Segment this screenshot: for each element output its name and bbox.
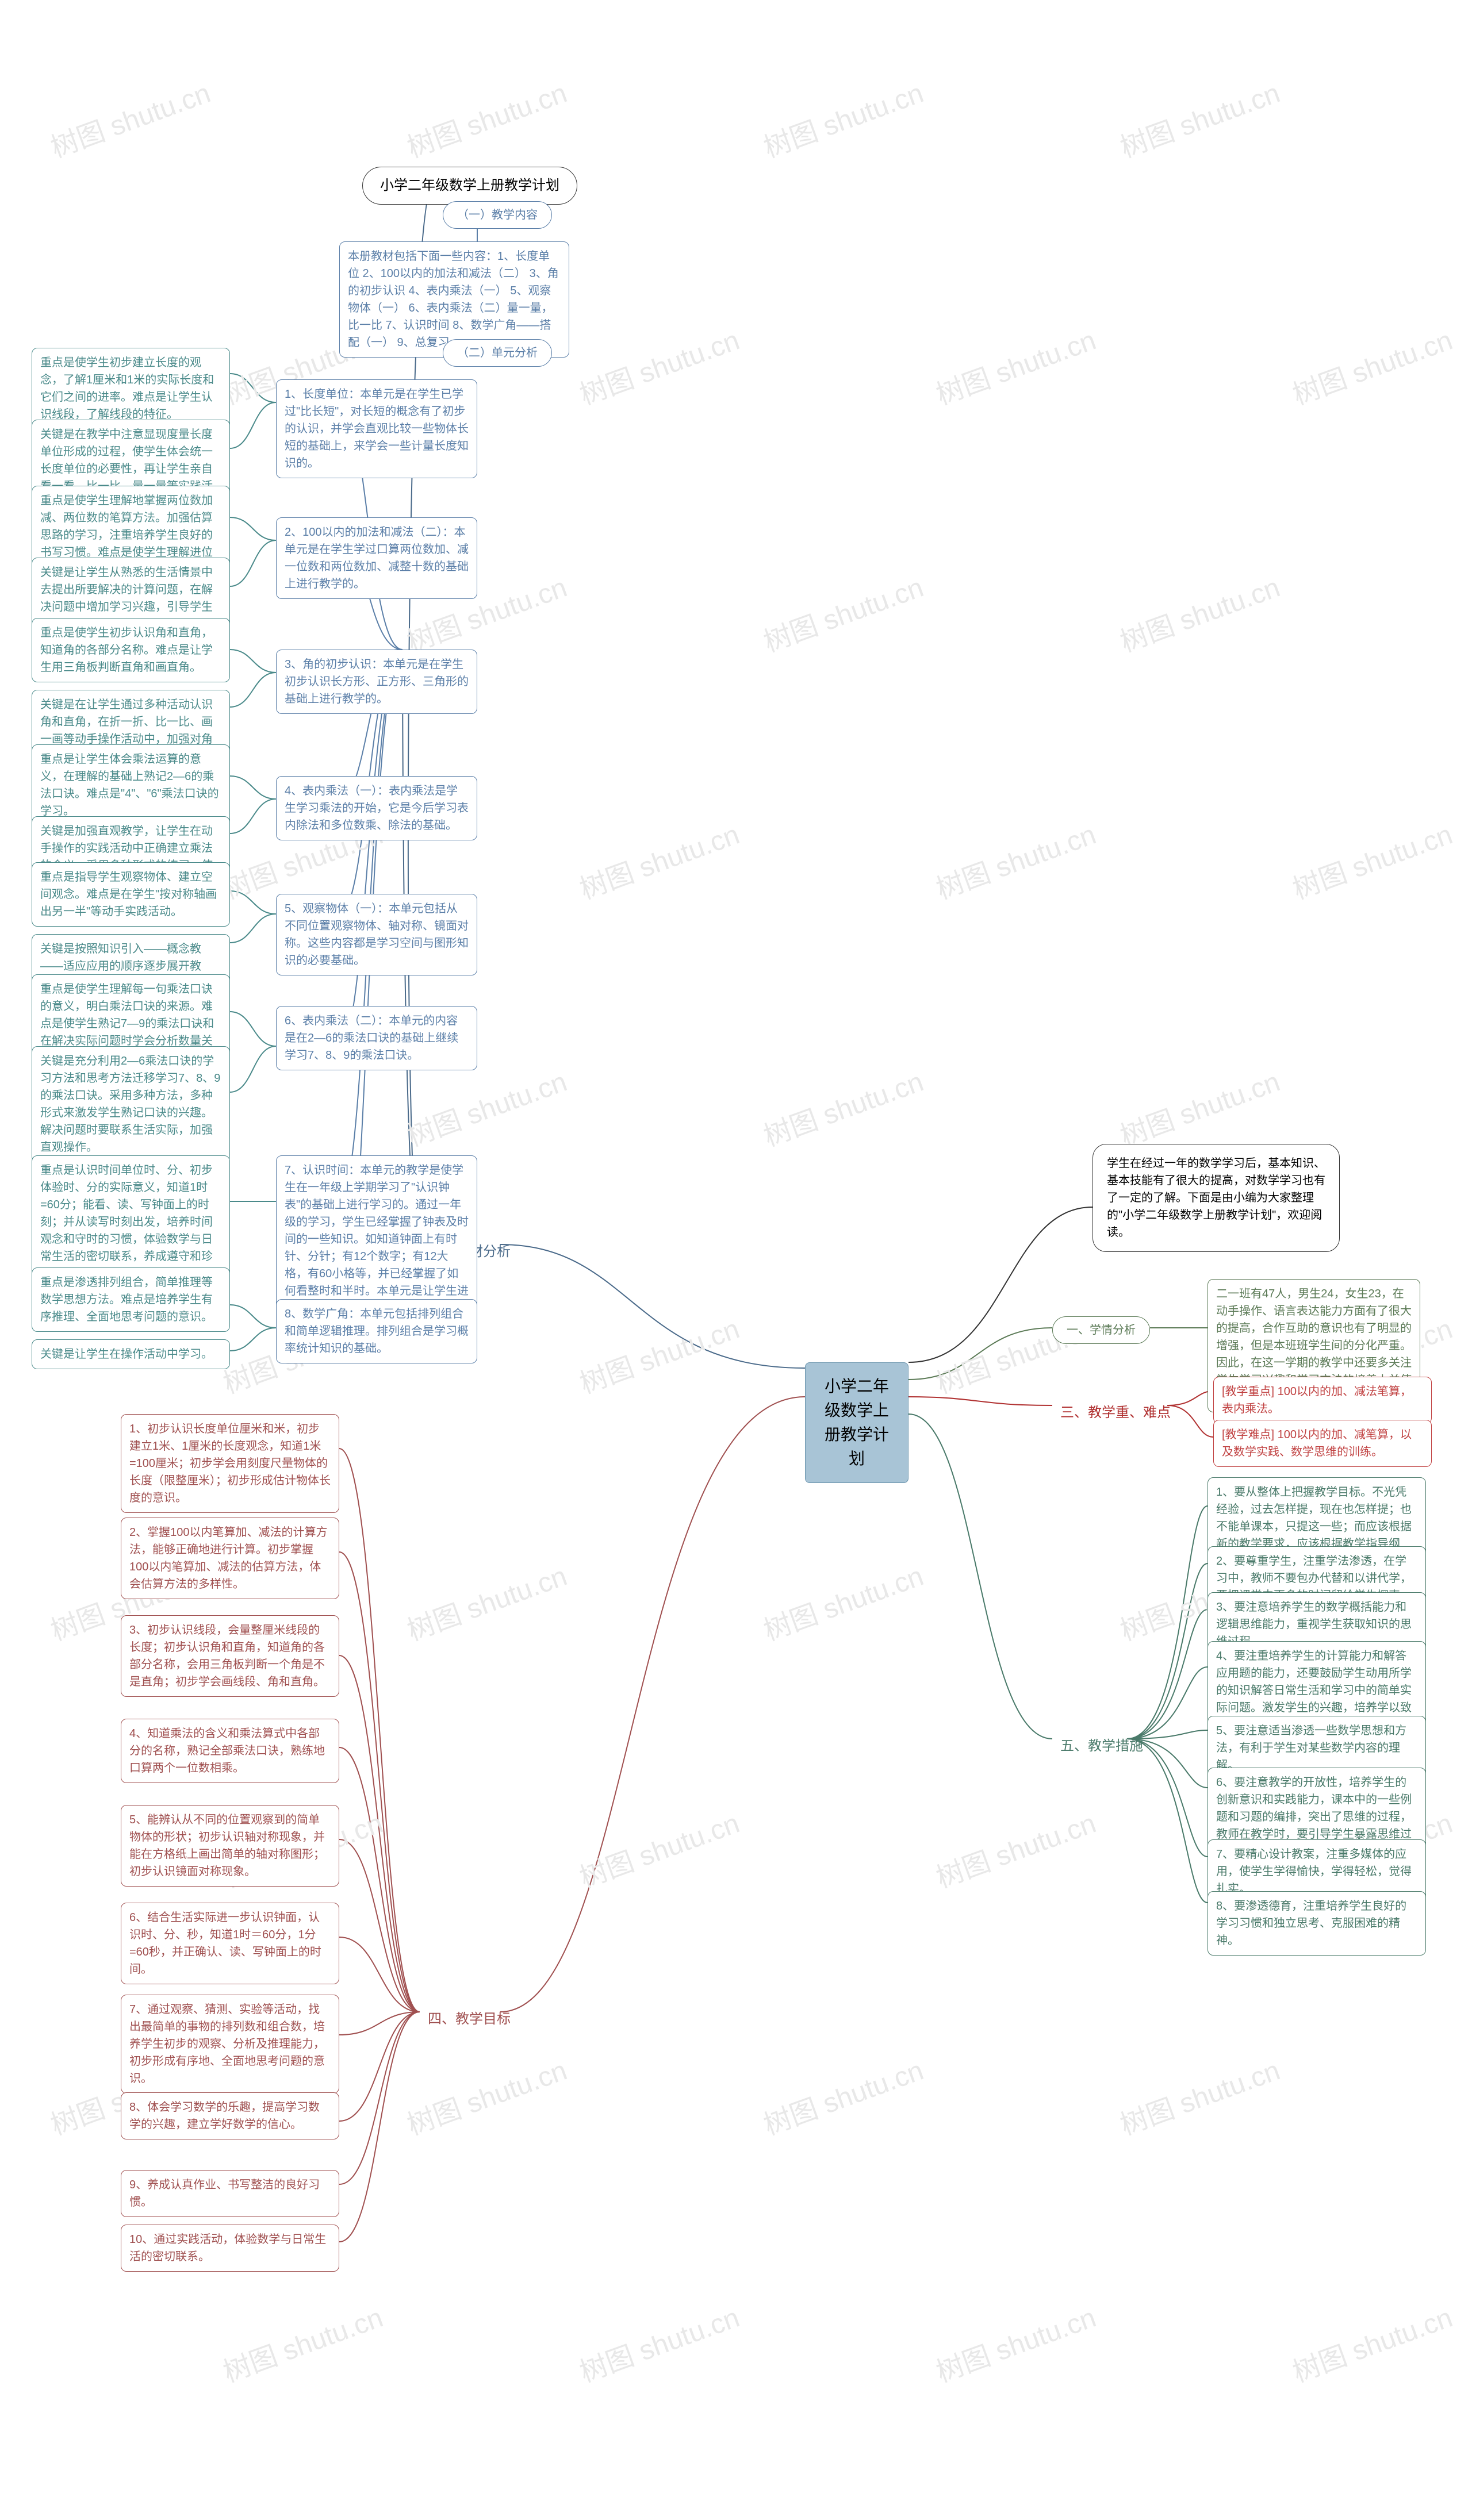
section3-a: [教学重点] 100以内的加、减法笔算，表内乘法。 xyxy=(1213,1377,1432,1424)
unit-8-title: 8、数学广角：本单元包括排列组合和简单逻辑推理。排列组合是学习概率统计知识的基础… xyxy=(276,1299,477,1363)
section3-b: [教学难点] 100以内的加、减笔算，以及数学实践、数学思维的训练。 xyxy=(1213,1420,1432,1467)
unit-8-detail-b: 关键是让学生在操作活动中学习。 xyxy=(32,1339,230,1369)
sec2-s2-label: （二）单元分析 xyxy=(443,339,552,367)
sec4-item-4: 4、知道乘法的含义和乘法算式中各部分的名称，熟记全部乘法口诀，熟练地口算两个一位… xyxy=(121,1719,339,1783)
unit-4-title: 4、表内乘法（一）：表内乘法是学生学习乘法的开始，它是今后学习表内除法和多位数乘… xyxy=(276,776,477,840)
sec4-item-10: 10、通过实践活动，体验数学与日常生活的密切联系。 xyxy=(121,2225,339,2272)
mindmap-container: 小学二年级数学上册教学计划 学生在经过一年的数学学习后，基本知识、基本技能有了很… xyxy=(0,0,1472,2520)
unit-1-detail-a: 重点是使学生初步建立长度的观念，了解1厘米和1米的实际长度和它们之间的进率。难点… xyxy=(32,348,230,429)
sec4-item-8: 8、体会学习数学的乐趣，提高学习数学的兴趣，建立学好数学的信心。 xyxy=(121,2092,339,2139)
unit-5-detail-a: 重点是指导学生观察物体、建立空间观念。难点是在学生"按对称轴画出另一半"等动手实… xyxy=(32,862,230,927)
section3-label: 三、教学重、难点 xyxy=(1052,1397,1179,1429)
section5-label: 五、教学措施 xyxy=(1052,1730,1151,1762)
sec4-item-9: 9、养成认真作业、书写整洁的良好习惯。 xyxy=(121,2170,339,2217)
top-title: 小学二年级数学上册教学计划 xyxy=(362,167,577,205)
unit-6-title: 6、表内乘法（二）：本单元的内容是在2—6的乘法口诀的基础上继续学习7、8、9的… xyxy=(276,1006,477,1070)
section1-label: 一、学情分析 xyxy=(1052,1316,1150,1344)
sec4-item-6: 6、结合生活实际进一步认识钟面，认识时、分、秒，知道1时＝60分，1分=60秒，… xyxy=(121,1903,339,1984)
sec4-item-3: 3、初步认识线段，会量整厘米线段的长度；初步认识角和直角，知道角的各部分名称，会… xyxy=(121,1615,339,1697)
unit-3-detail-a: 重点是使学生初步认识角和直角，知道角的各部分名称。难点是让学生用三角板判断直角和… xyxy=(32,618,230,682)
sec4-item-5: 5、能辨认从不同的位置观察到的简单物体的形状；初步认识轴对称现象，并能在方格纸上… xyxy=(121,1805,339,1887)
sec4-item-1: 1、初步认识长度单位厘米和米，初步建立1米、1厘米的长度观念，知道1米=100厘… xyxy=(121,1414,339,1513)
sec4-item-2: 2、掌握100以内笔算加、减法的计算方法，能够正确地进行计算。初步掌握100以内… xyxy=(121,1518,339,1599)
sec5-item-8: 8、要渗透德育，注重培养学生良好的学习习惯和独立思考、克服困难的精神。 xyxy=(1208,1891,1426,1956)
intro-node: 学生在经过一年的数学学习后，基本知识、基本技能有了很大的提高，对数学学习也有了一… xyxy=(1092,1144,1340,1252)
unit-2-title: 2、100以内的加法和减法（二）：本单元是在学生学过口算两位数加、减一位数和两位… xyxy=(276,517,477,599)
unit-8-detail-a: 重点是渗透排列组合，简单推理等数学思想方法。难点是培养学生有序推理、全面地思考问… xyxy=(32,1267,230,1332)
unit-1-title: 1、长度单位：本单元是在学生已学过"比长短"，对长短的概念有了初步的认识，并学会… xyxy=(276,379,477,478)
unit-3-title: 3、角的初步认识：本单元是在学生初步认识长方形、正方形、三角形的基础上进行教学的… xyxy=(276,650,477,714)
root-node: 小学二年级数学上册教学计划 xyxy=(805,1362,908,1483)
unit-6-detail-b: 关键是充分利用2—6乘法口诀的学习方法和思考方法迁移学习7、8、9的乘法口诀。采… xyxy=(32,1046,230,1162)
sec2-s1-label: （一）教学内容 xyxy=(443,201,552,229)
unit-5-title: 5、观察物体（一）：本单元包括从不同位置观察物体、轴对称、镜面对称。这些内容都是… xyxy=(276,894,477,975)
section4-label: 四、教学目标 xyxy=(420,2003,519,2035)
sec4-item-7: 7、通过观察、猜测、实验等活动，找出最简单的事物的排列数和组合数，培养学生初步的… xyxy=(121,1995,339,2093)
unit-4-detail-a: 重点是让学生体会乘法运算的意义，在理解的基础上熟记2—6的乘法口诀。难点是"4"… xyxy=(32,744,230,826)
